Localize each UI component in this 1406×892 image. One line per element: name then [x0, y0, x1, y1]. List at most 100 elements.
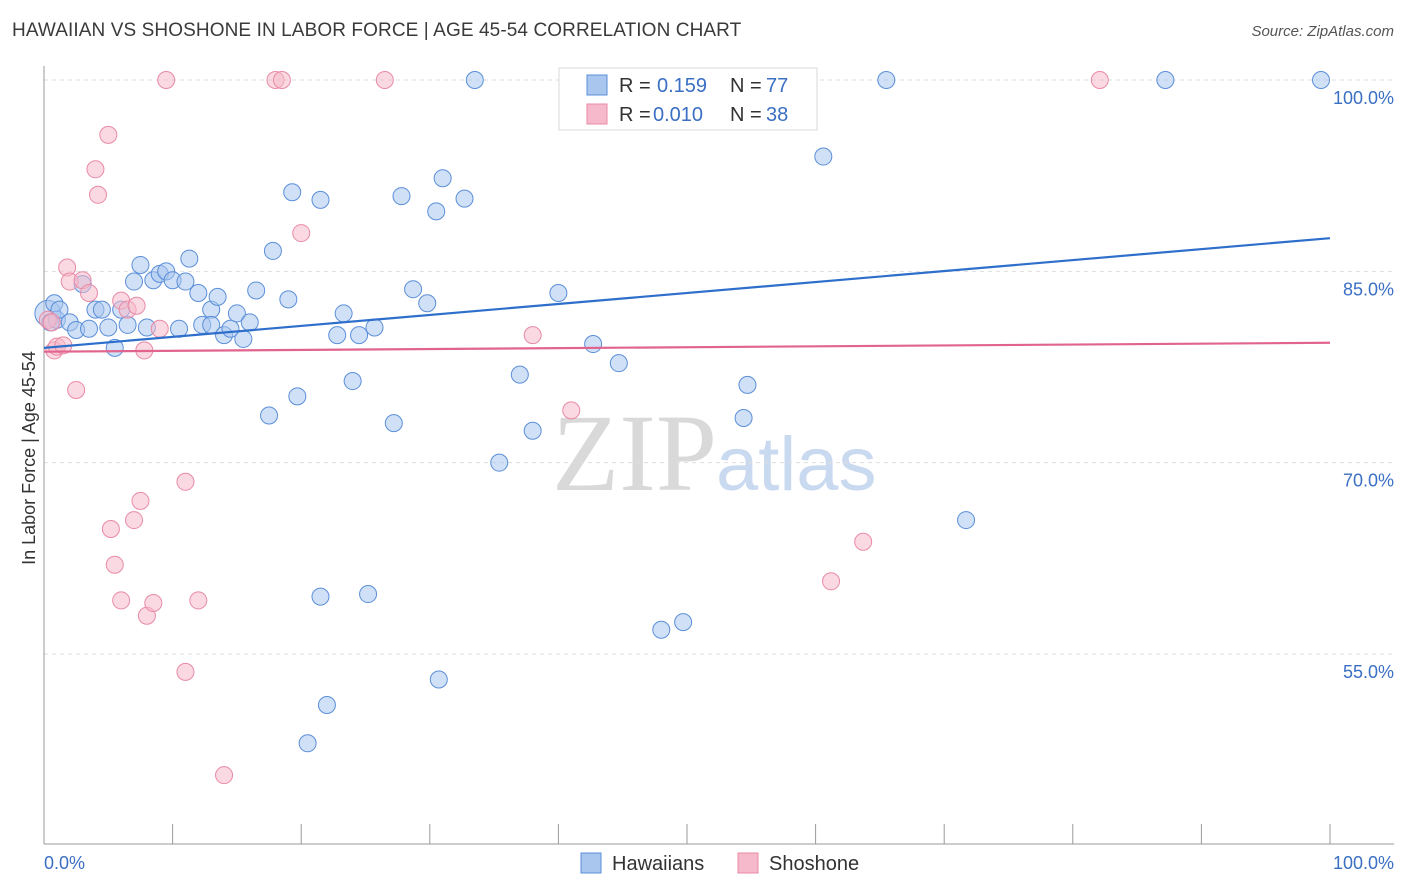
shoshone-point-12: [99, 125, 118, 144]
hawaiians-point-42: [311, 190, 330, 209]
shoshone-point-34: [523, 326, 542, 345]
hawaiians-point-29: [208, 287, 227, 306]
hawaiians-point-58: [455, 189, 474, 208]
hawaiians-point-25: [189, 284, 208, 303]
hawaiians-point-15: [125, 272, 144, 291]
legend-n-label-hawaiians: N =: [730, 75, 762, 97]
shoshone-point-26: [176, 662, 195, 681]
hawaiians-point-35: [247, 281, 266, 300]
axes: [43, 66, 1394, 845]
bottom-legend-swatch-hawaiians: [580, 852, 602, 874]
hawaiians-point-70: [738, 375, 757, 394]
y-tick-label-0: 55.0%: [1343, 662, 1394, 682]
hawaiians-point-57: [433, 169, 452, 188]
hawaiians-point-73: [957, 511, 976, 530]
shoshone-point-23: [144, 593, 163, 612]
hawaiians-point-37: [263, 241, 282, 260]
hawaiians-point-51: [384, 414, 403, 433]
hawaiians-point-14: [118, 315, 137, 334]
x-tick-label-0: 0.0%: [44, 853, 85, 873]
chart-title: HAWAIIAN VS SHOSHONE IN LABOR FORCE | AG…: [12, 20, 742, 41]
hawaiians-point-52: [392, 187, 411, 206]
bottom-legend-label-shoshone: Shoshone: [769, 853, 859, 875]
hawaiians-point-71: [814, 147, 833, 166]
hawaiians-point-49: [359, 585, 378, 604]
shoshone-point-15: [112, 591, 131, 610]
shoshone-point-20: [131, 491, 150, 510]
hawaiians-point-62: [523, 421, 542, 440]
shoshone-point-38: [1090, 71, 1109, 89]
hawaiians-point-66: [652, 620, 671, 639]
hawaiians-point-56: [429, 670, 448, 689]
shoshone-point-25: [157, 71, 176, 89]
x-tick-label-1: 100.0%: [1333, 853, 1394, 873]
hawaiians-point-22: [170, 319, 189, 338]
hawaiians-point-43: [311, 587, 330, 606]
shoshone-points: [38, 71, 1109, 785]
hawaiians-point-44: [317, 696, 336, 715]
y-tick-labels: 55.0% 70.0% 85.0% 100.0%: [1333, 88, 1394, 682]
bottom-legend-label-hawaiians: Hawaiians: [612, 853, 704, 875]
hawaiians-point-63: [549, 284, 568, 303]
hawaiians-point-60: [490, 453, 509, 472]
shoshone-point-10: [86, 160, 105, 179]
trend-lines: [43, 237, 1331, 353]
hawaiians-point-10: [92, 300, 111, 319]
legend-r-label-shoshone: R =: [619, 104, 651, 126]
hawaiians-point-61: [510, 365, 529, 384]
shoshone-point-13: [101, 519, 120, 538]
grid-lines: [44, 79, 1394, 655]
bottom-legend-swatch-shoshone: [737, 852, 759, 874]
y-axis-label: In Labor Force | Age 45-54: [19, 351, 39, 565]
shoshone-point-36: [822, 572, 841, 591]
shoshone-point-1: [42, 313, 61, 332]
shoshone-trend-line: [43, 341, 1331, 353]
legend-r-value-hawaiians: 0.159: [657, 75, 707, 97]
hawaiians-point-24: [180, 249, 199, 268]
hawaiians-point-8: [80, 319, 99, 338]
shoshone-point-9: [80, 284, 99, 303]
hawaiians-point-48: [350, 326, 369, 345]
hawaiians-point-11: [99, 318, 118, 337]
hawaiians-points: [34, 71, 1330, 753]
shoshone-point-37: [854, 532, 873, 551]
y-tick-label-3: 100.0%: [1333, 88, 1394, 108]
hawaiians-point-64: [584, 335, 603, 354]
legend-r-value-shoshone: 0.010: [653, 104, 703, 126]
shoshone-point-24: [150, 319, 169, 338]
hawaiians-point-23: [176, 272, 195, 291]
legend-swatch-shoshone: [586, 103, 608, 125]
hawaiians-point-45: [328, 326, 347, 345]
hawaiians-point-67: [674, 613, 693, 632]
hawaiians-point-59: [465, 71, 484, 89]
shoshone-point-31: [272, 71, 291, 89]
hawaiians-point-69: [734, 409, 753, 428]
shoshone-point-28: [189, 591, 208, 610]
shoshone-point-18: [125, 511, 144, 530]
legend-swatch-hawaiians: [586, 74, 608, 96]
hawaiians-point-74: [1156, 71, 1175, 89]
source-label: Source: ZipAtlas.com: [1251, 23, 1394, 40]
watermark-atlas: atlas: [716, 422, 877, 507]
hawaiians-point-50: [365, 318, 384, 337]
legend-n-value-hawaiians: 77: [766, 75, 788, 97]
hawaiians-point-55: [427, 202, 446, 221]
hawaiians-point-32: [227, 304, 246, 323]
shoshone-point-35: [562, 401, 581, 420]
hawaiians-point-47: [343, 372, 362, 391]
hawaiians-point-75: [1311, 71, 1330, 89]
hawaiians-point-16: [131, 255, 150, 274]
hawaiians-point-54: [418, 294, 437, 313]
hawaiians-point-46: [334, 304, 353, 323]
hawaiians-point-65: [609, 354, 628, 373]
hawaiians-point-41: [298, 734, 317, 753]
shoshone-point-14: [105, 555, 124, 574]
correlation-legend: R = 0.159 N = 77 R = 0.010 N = 38: [558, 67, 818, 131]
legend-n-value-shoshone: 38: [766, 104, 788, 126]
hawaiians-point-39: [283, 183, 302, 202]
shoshone-point-19: [127, 296, 146, 315]
x-tick-labels: 0.0% 100.0%: [44, 853, 1394, 873]
hawaiians-point-38: [279, 290, 298, 309]
shoshone-point-29: [215, 766, 234, 785]
